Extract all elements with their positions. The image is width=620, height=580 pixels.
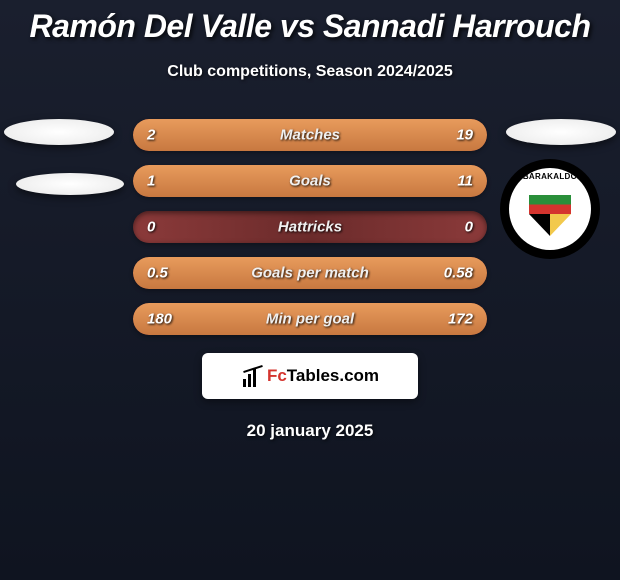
bar-left-fill [133, 257, 297, 289]
bar-track: 2Matches19 [133, 119, 487, 151]
bar-left-fill [133, 165, 162, 197]
bar-left-fill [133, 303, 314, 335]
bar-left-fill [133, 119, 167, 151]
value-left: 0 [147, 219, 155, 236]
value-right: 0 [465, 219, 473, 236]
bar-track: 0 Hattricks 0 [133, 211, 487, 243]
metric-row: 0.5Goals per match0.58 [0, 257, 620, 289]
subtitle: Club competitions, Season 2024/2025 [0, 63, 620, 81]
bar-right-fill [167, 119, 487, 151]
date-label: 20 january 2025 [0, 421, 620, 441]
bar-right-fill [297, 257, 487, 289]
bar-track: 0.5Goals per match0.58 [133, 257, 487, 289]
metric-row: 0 Hattricks 0 [0, 211, 620, 243]
brand-text: FcTables.com [267, 366, 379, 386]
metric-row: 180Min per goal172 [0, 303, 620, 335]
chart-icon [241, 365, 263, 387]
metric-label: Hattricks [278, 219, 342, 236]
branding-panel[interactable]: FcTables.com [202, 353, 418, 399]
brand-suffix: Tables.com [287, 366, 379, 385]
metric-row: 1Goals11 [0, 165, 620, 197]
bar-track: 1Goals11 [133, 165, 487, 197]
page-title: Ramón Del Valle vs Sannadi Harrouch [0, 0, 620, 45]
metric-rows-container: 2Matches19 1Goals11 0 Hattricks 0 0.5Goals pe… [0, 119, 620, 335]
comparison-chart: BARAKALDO 2Matches191Goals110Hattricks00… [0, 119, 620, 335]
bar-right-fill [314, 303, 487, 335]
metric-row: 2Matches19 [0, 119, 620, 151]
bar-track: 180Min per goal172 [133, 303, 487, 335]
bar-right-fill [162, 165, 487, 197]
brand-prefix: Fc [267, 366, 287, 385]
